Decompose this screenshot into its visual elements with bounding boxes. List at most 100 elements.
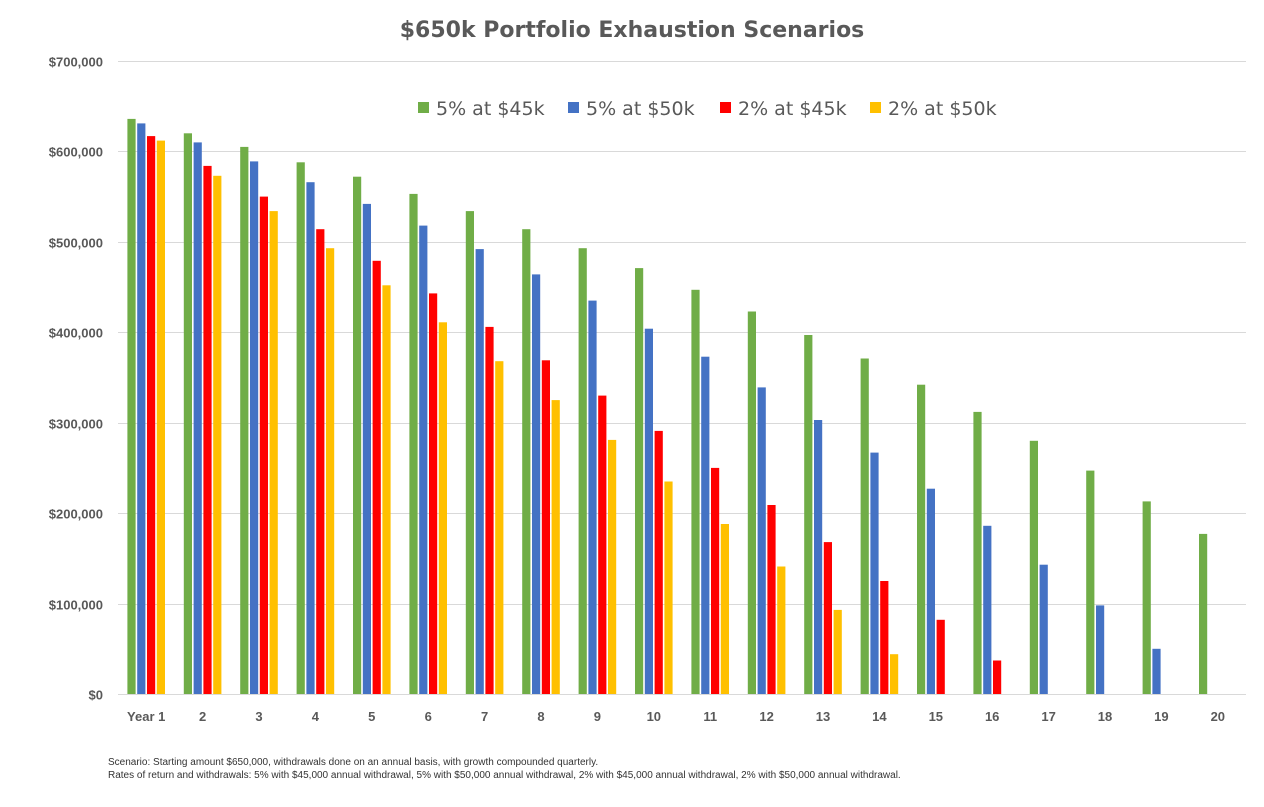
bar <box>993 660 1002 694</box>
bar <box>296 162 305 695</box>
x-tick-label: 19 <box>1154 709 1168 724</box>
bar <box>1039 564 1048 694</box>
bar <box>522 229 531 694</box>
legend-swatch <box>870 102 881 113</box>
footnote-scenario: Scenario: Starting amount $650,000, with… <box>108 757 599 768</box>
legend-label: 5% at $50k <box>586 98 695 120</box>
bar <box>203 165 212 694</box>
x-tick-label: 4 <box>312 709 320 724</box>
x-tick-label: 2 <box>199 709 206 724</box>
bar <box>372 260 381 694</box>
bar <box>767 505 776 694</box>
bar <box>438 322 447 694</box>
bar <box>608 439 617 694</box>
x-tick-label: 13 <box>816 709 830 724</box>
x-tick-label: 8 <box>537 709 544 724</box>
y-tick-label: $500,000 <box>49 236 103 251</box>
x-tick-label: Year 1 <box>127 709 165 724</box>
x-axis-ticks: Year 1 2 3 4 5 6 7 8 9 10 11 12 13 14 15 16 17 18 19 20 <box>127 709 1225 724</box>
x-tick-label: 15 <box>929 709 943 724</box>
y-axis-ticks: $0 $100,000 $200,000 $300,000 $400,000 $500,0… <box>49 55 103 703</box>
x-tick-label: 3 <box>255 709 262 724</box>
y-tick-label: $400,000 <box>49 326 103 341</box>
bar <box>983 525 992 694</box>
bar <box>362 203 371 694</box>
bar <box>259 196 268 694</box>
bar <box>475 249 484 694</box>
bar <box>635 268 644 694</box>
bar <box>137 123 146 694</box>
bar <box>757 387 766 694</box>
gridlines <box>118 61 1246 695</box>
bar <box>588 300 597 694</box>
bar <box>541 360 550 694</box>
bar <box>890 654 899 694</box>
bar <box>240 146 249 694</box>
bar <box>578 248 587 694</box>
bar <box>326 248 335 694</box>
bar <box>664 481 673 694</box>
bar <box>316 229 325 694</box>
y-tick-label: $300,000 <box>49 417 103 432</box>
bar <box>814 420 823 694</box>
y-tick-label: $600,000 <box>49 145 103 160</box>
bar <box>1029 440 1038 694</box>
bars <box>127 118 1208 695</box>
y-tick-label: $700,000 <box>49 55 103 70</box>
x-tick-label: 18 <box>1098 709 1112 724</box>
x-tick-label: 5 <box>368 709 375 724</box>
bar <box>1199 533 1208 694</box>
bar <box>1142 501 1151 694</box>
bar <box>353 176 362 694</box>
x-tick-label: 7 <box>481 709 488 724</box>
bar <box>777 566 786 694</box>
x-tick-label: 12 <box>759 709 773 724</box>
x-tick-label: 17 <box>1041 709 1055 724</box>
bar <box>127 118 136 694</box>
bar <box>917 384 926 694</box>
legend-label: 2% at $45k <box>738 98 847 120</box>
legend-label: 5% at $45k <box>436 98 545 120</box>
bar <box>213 175 222 695</box>
bar <box>409 193 418 694</box>
bar <box>1152 648 1161 694</box>
x-tick-label: 6 <box>425 709 432 724</box>
bar <box>1086 470 1095 694</box>
bar <box>598 395 607 694</box>
x-tick-label: 14 <box>872 709 887 724</box>
x-tick-label: 20 <box>1211 709 1225 724</box>
chart-title: $650k Portfolio Exhaustion Scenarios <box>400 18 865 43</box>
bar <box>804 335 813 694</box>
bar <box>306 182 315 694</box>
bar <box>419 225 428 694</box>
bar <box>654 430 663 694</box>
legend-swatch <box>418 102 429 113</box>
bar <box>156 140 165 695</box>
x-tick-label: 10 <box>647 709 661 724</box>
legend-label: 2% at $50k <box>888 98 997 120</box>
legend: 5% at $45k 5% at $50k 2% at $45k 2% at $50k <box>418 98 997 120</box>
bar <box>465 211 474 694</box>
bar <box>926 488 935 694</box>
bar <box>691 289 700 694</box>
bar <box>382 285 391 694</box>
bar <box>973 411 982 694</box>
bar <box>269 211 278 694</box>
bar <box>250 161 259 694</box>
bar <box>720 524 729 694</box>
bar <box>747 311 756 694</box>
y-tick-label: $200,000 <box>49 507 103 522</box>
bar <box>532 274 541 694</box>
legend-swatch <box>720 102 731 113</box>
bar <box>833 609 842 694</box>
x-tick-label: 16 <box>985 709 999 724</box>
bar <box>429 293 438 694</box>
legend-swatch <box>568 102 579 113</box>
x-tick-label: 11 <box>703 709 717 724</box>
bar <box>1096 605 1105 694</box>
bar <box>147 136 156 695</box>
bar <box>183 133 192 695</box>
bar <box>701 356 710 694</box>
bar <box>551 400 560 694</box>
